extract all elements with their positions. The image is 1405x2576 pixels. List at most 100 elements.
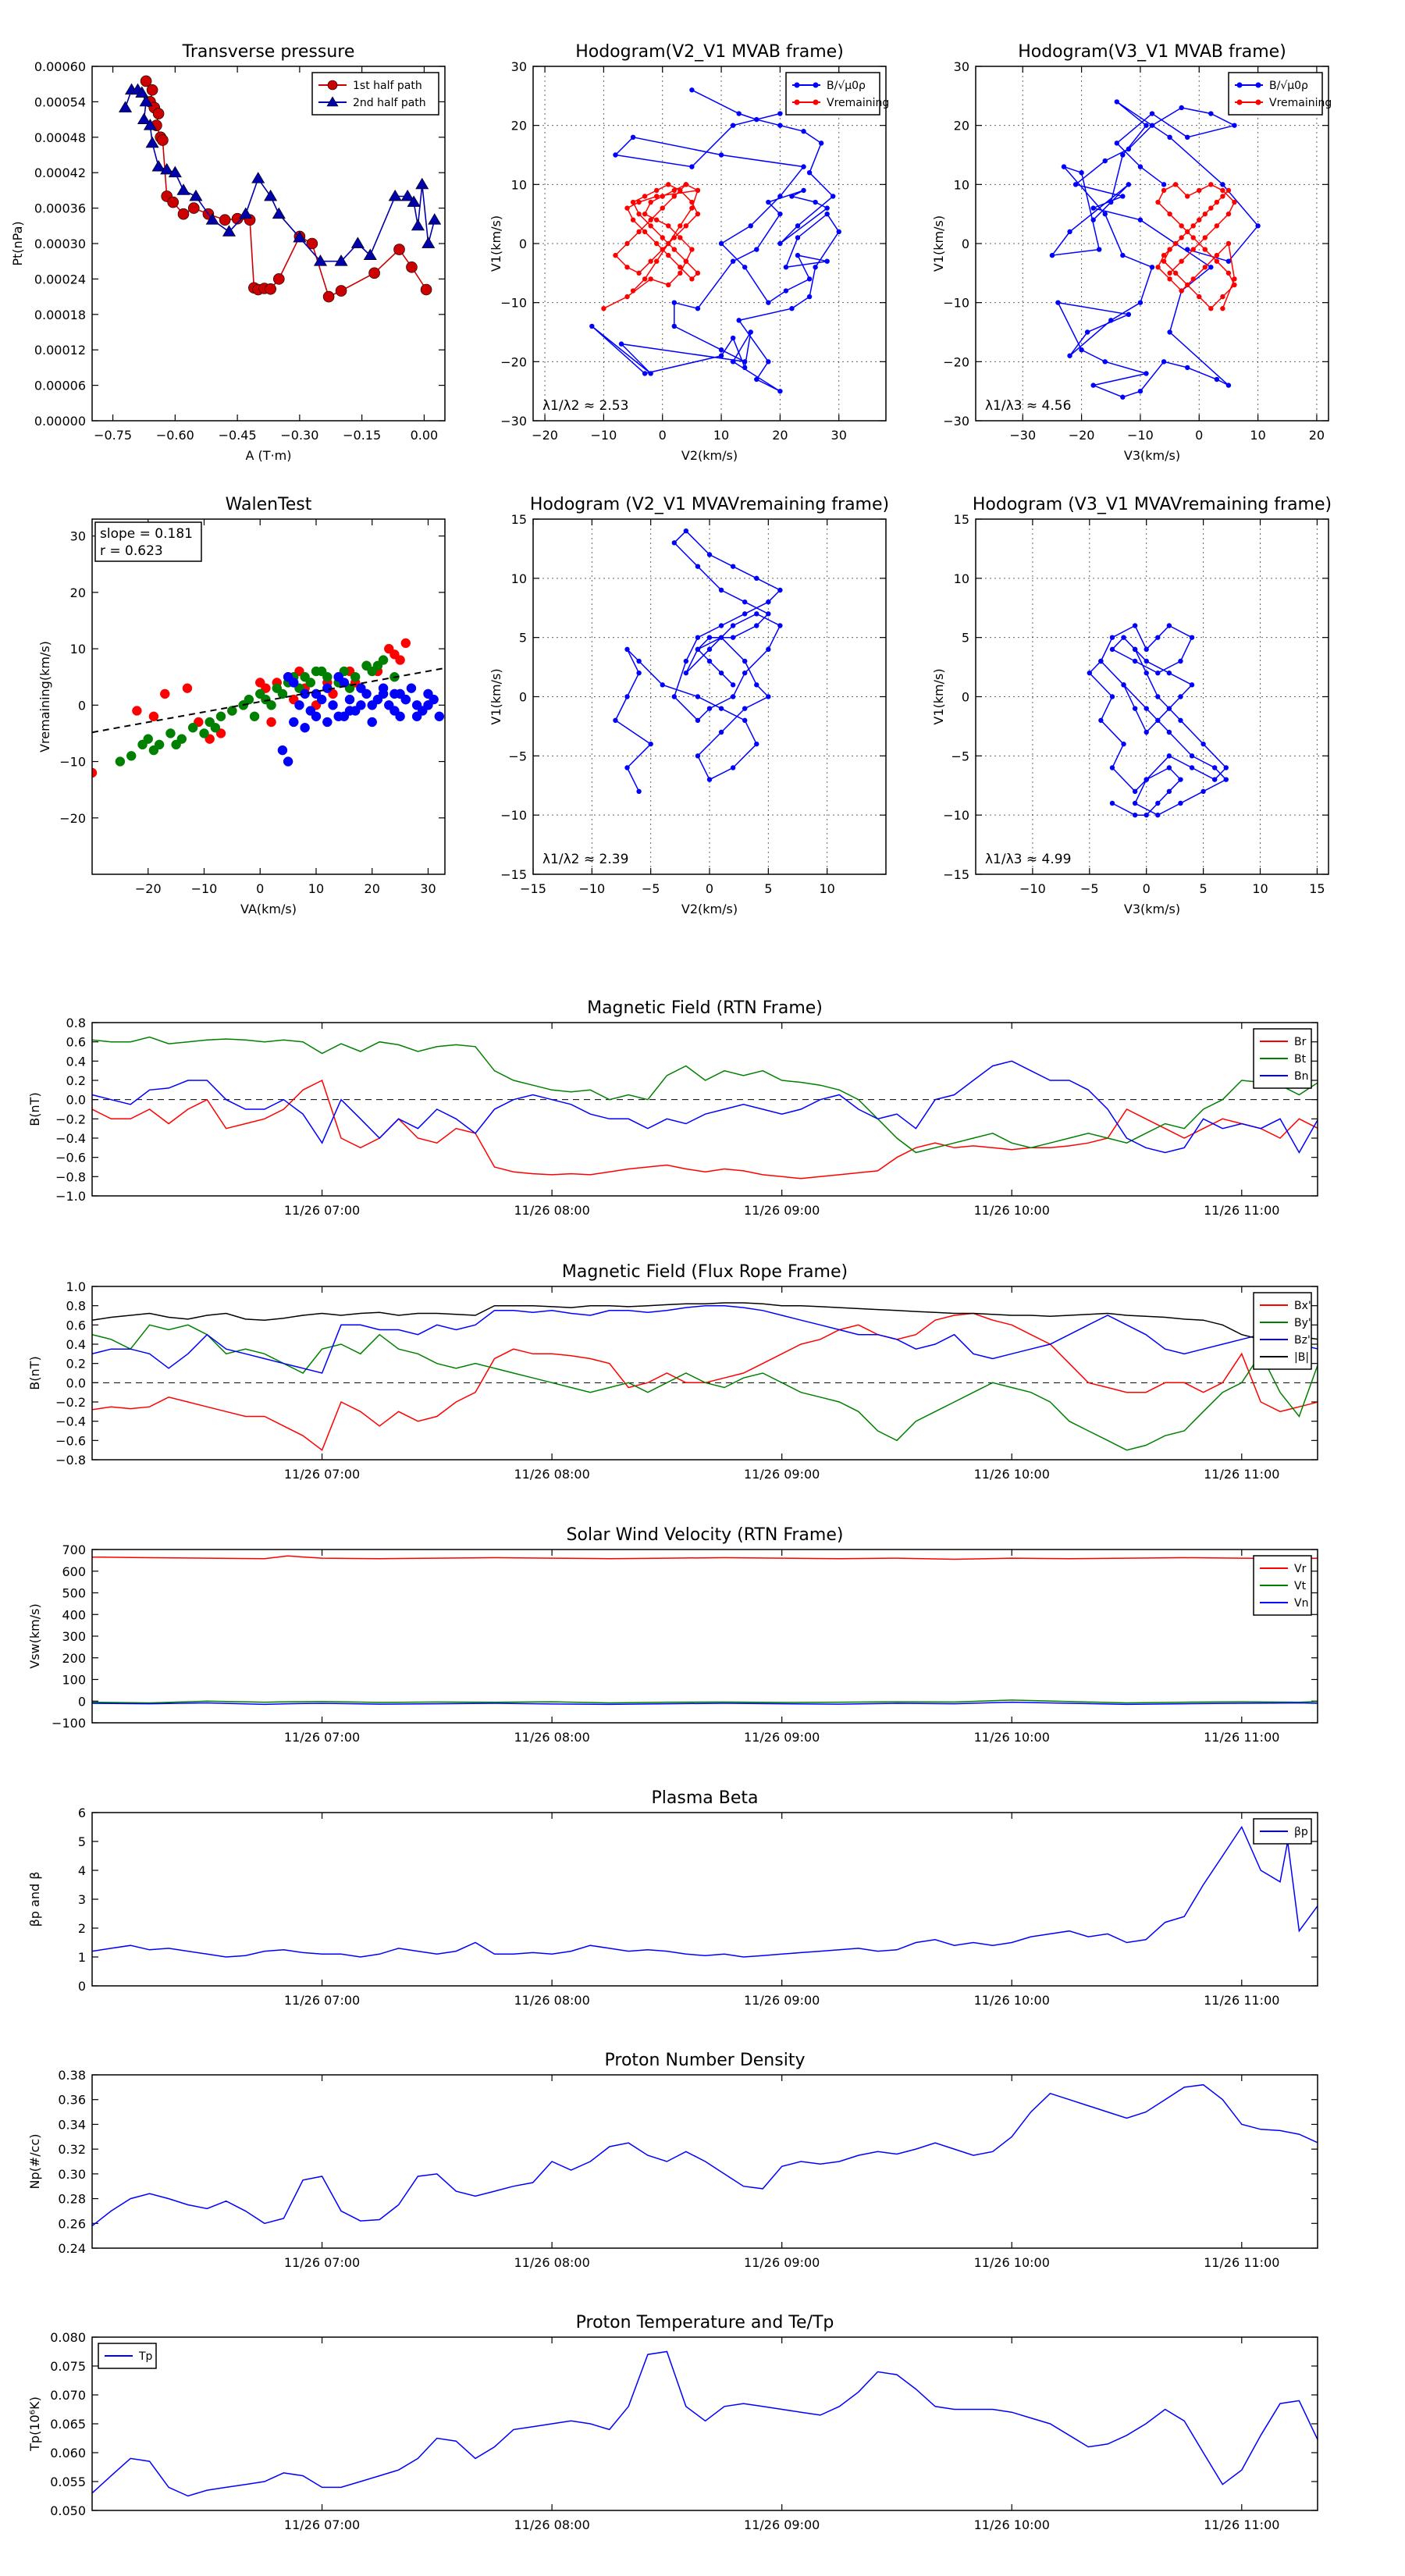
point — [678, 187, 683, 194]
point — [1108, 199, 1114, 205]
series-s2 — [277, 671, 445, 767]
point — [350, 671, 361, 682]
point — [748, 329, 753, 335]
point — [1172, 182, 1179, 187]
y-tick-label: 10 — [70, 642, 86, 656]
plot-area — [92, 2083, 1318, 2227]
y-tick-label: −10 — [943, 808, 969, 823]
point — [777, 623, 783, 628]
legend-marker — [813, 82, 819, 88]
point — [666, 282, 671, 288]
y-tick-label: 400 — [62, 1607, 86, 1622]
point — [187, 722, 198, 733]
point — [1185, 365, 1190, 371]
x-tick-label: −0.60 — [156, 428, 194, 443]
point — [618, 341, 624, 347]
point — [654, 194, 660, 199]
point — [660, 194, 665, 199]
point — [182, 683, 193, 693]
point — [135, 86, 149, 98]
point — [748, 223, 753, 229]
y-axis-label: βp and β — [27, 1872, 42, 1927]
point — [1120, 152, 1126, 158]
y-tick-label: 0.070 — [50, 2388, 86, 2403]
point — [766, 611, 771, 617]
point — [334, 254, 348, 266]
y-tick-label: 10 — [954, 571, 969, 586]
legend: Br Bt Bn — [1253, 1028, 1312, 1089]
y-tick-label: 0.00054 — [34, 94, 86, 109]
chart-title: WalenTest — [226, 495, 312, 514]
point — [428, 213, 442, 225]
y-tick-label: −15 — [500, 867, 527, 882]
point — [1166, 788, 1172, 795]
y-tick-label: 0.055 — [50, 2475, 86, 2489]
legend-label: 2nd half path — [353, 97, 426, 109]
plot-area — [589, 87, 841, 394]
point — [706, 635, 713, 640]
point — [1185, 194, 1190, 199]
point — [642, 211, 648, 217]
point — [1208, 111, 1214, 116]
point — [777, 111, 783, 116]
chart-tp_temp: 11/26 07:00 11/26 08:00 11/26 09:00 11/26 1… — [27, 2313, 1318, 2532]
point — [671, 323, 677, 329]
x-tick-label: 11/26 09:00 — [744, 1730, 820, 1745]
point — [783, 265, 789, 270]
annotation-text: slope = 0.181 — [100, 526, 193, 542]
point — [1190, 247, 1196, 252]
point — [736, 318, 742, 323]
x-axis-label: VA(km/s) — [240, 902, 297, 916]
point — [801, 187, 806, 194]
series-s1 — [115, 655, 400, 767]
x-tick-label: 15 — [1309, 881, 1325, 896]
y-axis-label: Tp(10⁶K) — [27, 2396, 42, 2452]
x-tick-label: 11/26 09:00 — [744, 1993, 820, 2008]
x-tick-label: −20 — [135, 881, 162, 896]
annotation-box — [94, 521, 202, 562]
point — [126, 751, 137, 761]
x-tick-label: 20 — [1309, 428, 1325, 443]
point — [1155, 800, 1161, 806]
x-tick-label: 10 — [308, 881, 324, 896]
plot-area — [92, 1555, 1318, 1706]
x-tick-label: 11/26 11:00 — [1204, 1993, 1279, 2008]
point — [143, 734, 153, 744]
point — [333, 671, 343, 682]
point — [624, 765, 630, 770]
y-tick-label: −30 — [500, 414, 527, 429]
x-tick-label: 20 — [365, 881, 380, 896]
legend-marker — [326, 96, 339, 107]
legend-label: 1st half path — [353, 80, 422, 92]
y-tick-label: 500 — [62, 1586, 86, 1601]
point — [389, 706, 400, 716]
point — [801, 129, 806, 134]
point — [654, 187, 660, 194]
point — [730, 694, 736, 699]
x-tick-label: 0 — [256, 881, 264, 896]
point — [199, 728, 209, 738]
plot-frame — [91, 2336, 1318, 2511]
point — [695, 646, 701, 653]
y-tick-label: 0 — [962, 690, 969, 705]
point — [1166, 623, 1172, 628]
point — [730, 258, 736, 264]
y-tick-label: 0.30 — [58, 2167, 86, 2182]
point — [265, 283, 276, 295]
point — [145, 136, 159, 148]
point — [742, 359, 748, 365]
point — [648, 741, 653, 747]
y-axis-label: V1(km/s) — [489, 215, 503, 272]
point — [1144, 123, 1149, 128]
x-tick-label: 5 — [1200, 881, 1208, 896]
point — [718, 706, 724, 711]
point — [660, 682, 665, 688]
legend-label: Vn — [1294, 1597, 1308, 1610]
point — [1214, 199, 1220, 205]
point — [222, 225, 237, 237]
point — [742, 611, 748, 617]
point — [1132, 658, 1138, 664]
point — [1067, 229, 1072, 235]
point — [642, 229, 648, 235]
point — [636, 229, 642, 235]
